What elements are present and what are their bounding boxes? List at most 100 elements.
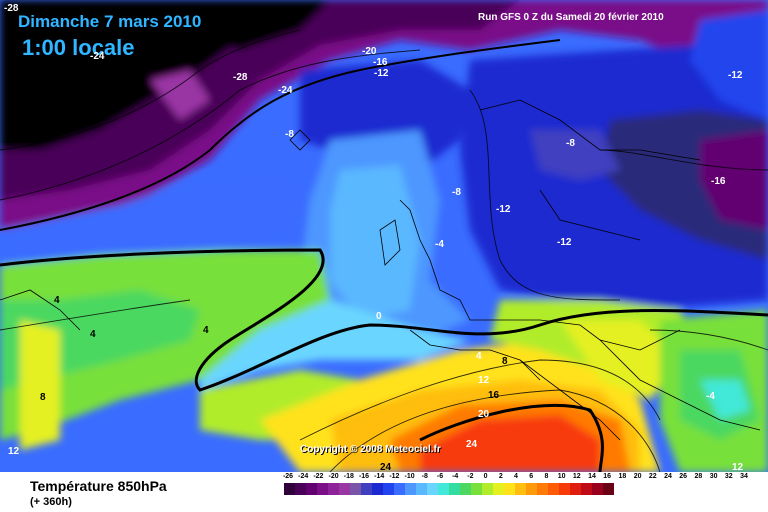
legend-tick: 2 — [498, 473, 503, 480]
legend-swatch — [328, 483, 339, 495]
legend-tick: 16 — [603, 473, 612, 480]
isotherm-label: -16 — [373, 57, 388, 68]
legend-tick: 26 — [679, 473, 688, 480]
forecast-offset: (+ 360h) — [30, 496, 72, 508]
legend-tick: -6 — [436, 473, 444, 480]
temperature-map — [0, 0, 768, 472]
legend-swatch — [416, 483, 427, 495]
legend-swatch — [537, 483, 548, 495]
legend-swatch — [504, 483, 515, 495]
legend-tick: -4 — [452, 473, 459, 480]
legend-swatch — [438, 483, 449, 495]
isotherm-label: 24 — [466, 439, 478, 450]
legend-tick: 24 — [664, 473, 672, 480]
isotherm-label: -8 — [566, 138, 575, 149]
legend-swatch — [460, 483, 471, 495]
legend-tick: -16 — [358, 473, 370, 480]
legend-swatch — [471, 483, 482, 495]
legend-swatch — [372, 483, 383, 495]
isotherm-label: -16 — [711, 176, 726, 187]
legend-tick: 30 — [709, 473, 718, 480]
forecast-time: 1:00 locale — [22, 35, 135, 60]
legend-footer: Température 850hPa (+ 360h) -26 -24 -22 -20… — [0, 472, 768, 512]
isotherm-label: 16 — [488, 390, 500, 401]
isotherm-label: -12 — [374, 68, 389, 79]
isotherm-label: -20 — [362, 46, 377, 57]
legend-tick: -24 — [298, 473, 309, 480]
legend-swatch — [284, 483, 295, 495]
legend-swatch — [394, 483, 405, 495]
legend-swatch — [383, 483, 394, 495]
copyright-label: Copyright © 2008 Meteociel.fr — [300, 444, 441, 455]
legend-swatch — [515, 483, 526, 495]
legend-swatch — [482, 483, 493, 495]
legend-swatch — [526, 483, 537, 495]
isotherm-label: -24 — [90, 51, 105, 62]
legend-swatch — [581, 483, 592, 495]
forecast-date: Dimanche 7 mars 2010 — [18, 12, 202, 31]
legend-tick: 22 — [648, 473, 657, 480]
isotherm-label: 8 — [502, 356, 508, 367]
isotherm-label: 4 — [54, 295, 60, 306]
legend-swatch — [350, 483, 361, 495]
legend-tick: -8 — [421, 473, 428, 480]
legend-color-scale — [284, 483, 614, 495]
isotherm-label: -8 — [452, 187, 461, 198]
isotherm-label: 12 — [732, 462, 744, 473]
legend-swatch — [449, 483, 460, 495]
legend-tick: 18 — [618, 473, 627, 480]
isotherm-label: -28 — [233, 72, 248, 83]
legend-swatch — [306, 483, 317, 495]
isotherm-label: 4 — [90, 329, 96, 340]
legend-swatch — [339, 483, 350, 495]
isotherm-label: -4 — [706, 391, 715, 402]
isotherm-label: -4 — [435, 239, 444, 250]
legend-tick: 10 — [557, 473, 566, 480]
legend-tick: -2 — [467, 473, 474, 480]
legend-swatch — [405, 483, 416, 495]
isotherm-label: 0 — [376, 311, 382, 322]
legend-tick: 20 — [633, 473, 642, 480]
isotherm-label: -24 — [278, 85, 293, 96]
legend-swatch — [559, 483, 570, 495]
legend-tick: 8 — [544, 473, 549, 480]
isotherm-label: 4 — [203, 325, 209, 336]
legend-tick: 0 — [483, 473, 488, 480]
legend-tick: -18 — [343, 473, 354, 480]
isotherm-label: -12 — [557, 237, 572, 248]
legend-tick: -10 — [404, 473, 415, 480]
legend-tick: 6 — [529, 473, 534, 480]
isotherm-label: 12 — [478, 375, 490, 386]
isotherm-label: 12 — [8, 446, 20, 457]
legend-tick: 14 — [588, 473, 596, 480]
model-run-label: Run GFS 0 Z du Samedi 20 février 2010 — [478, 12, 664, 23]
isotherm-label: 8 — [40, 392, 46, 403]
isotherm-label: 20 — [478, 409, 490, 420]
legend-swatch — [570, 483, 581, 495]
isotherm-label: -8 — [285, 129, 294, 140]
legend-tick: 4 — [514, 473, 518, 480]
legend-swatch — [361, 483, 372, 495]
legend-tick: 28 — [694, 473, 703, 480]
legend-tick: -22 — [313, 473, 324, 480]
legend-swatch — [493, 483, 504, 495]
legend-tick: -26 — [282, 473, 294, 480]
isotherm-label: -12 — [496, 204, 511, 215]
isotherm-label: -28 — [4, 3, 19, 14]
legend-swatch — [592, 483, 603, 495]
legend-tick: -20 — [328, 473, 339, 480]
isotherm-label: 24 — [380, 462, 392, 473]
legend-swatch — [603, 483, 614, 495]
legend-tick: -12 — [389, 473, 400, 480]
legend-tick: 34 — [740, 473, 748, 480]
isotherm-label: 4 — [476, 351, 482, 362]
legend-tick: 32 — [724, 473, 733, 480]
legend-swatch — [548, 483, 559, 495]
legend-swatch — [295, 483, 306, 495]
map-title: Température 850hPa — [30, 478, 167, 494]
isotherm-label: -12 — [728, 70, 743, 81]
legend-swatch — [427, 483, 438, 495]
legend-swatch — [317, 483, 328, 495]
legend-tick: -14 — [374, 473, 385, 480]
